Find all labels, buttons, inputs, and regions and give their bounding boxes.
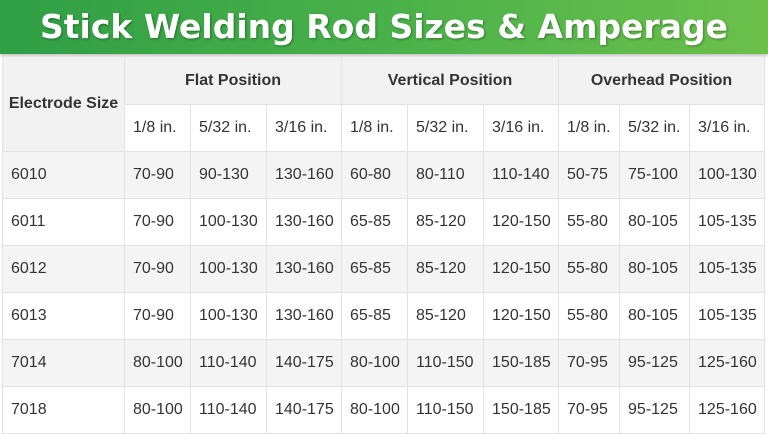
- amperage-cell: 80-100: [124, 386, 191, 434]
- amperage-cell: 105-135: [689, 292, 766, 340]
- size-header-vertical-5-32: 5/32 in.: [407, 104, 485, 152]
- amperage-cell: 150-185: [483, 339, 560, 387]
- electrode-cell: 6013: [2, 292, 125, 340]
- size-header-flat-5-32: 5/32 in.: [190, 104, 267, 152]
- amperage-cell: 125-160: [689, 386, 766, 434]
- table-row: 7018 80-100 110-140 140-175 80-100 110-1…: [2, 386, 766, 434]
- amperage-cell: 65-85: [341, 245, 409, 293]
- amperage-table: Electrode Size Flat Position Vertical Po…: [2, 56, 766, 434]
- amperage-cell: 70-95: [558, 339, 621, 387]
- amperage-cell: 65-85: [341, 292, 409, 340]
- overhead-position-header: Overhead Position: [558, 56, 766, 105]
- amperage-cell: 80-100: [341, 339, 409, 387]
- page-title: Stick Welding Rod Sizes & Amperage Chart: [39, 7, 729, 100]
- amperage-cell: 75-100: [619, 151, 691, 199]
- amperage-cell: 55-80: [558, 198, 621, 246]
- title-banner: [0, 0, 768, 54]
- amperage-cell: 110-150: [407, 386, 485, 434]
- size-header-overhead-3-16: 3/16 in.: [689, 104, 766, 152]
- electrode-cell: 6012: [2, 245, 125, 293]
- amperage-cell: 70-90: [124, 151, 191, 199]
- electrode-size-header: Electrode Size: [2, 56, 125, 152]
- amperage-cell: 125-160: [689, 339, 766, 387]
- amperage-cell: 80-105: [619, 245, 691, 293]
- electrode-cell: 6011: [2, 198, 125, 246]
- amperage-cell: 65-85: [341, 198, 409, 246]
- amperage-cell: 100-130: [190, 292, 267, 340]
- amperage-cell: 120-150: [483, 245, 560, 293]
- amperage-cell: 130-160: [265, 245, 343, 293]
- amperage-cell: 70-90: [124, 292, 191, 340]
- amperage-cell: 150-185: [483, 386, 560, 434]
- amperage-cell: 55-80: [558, 292, 621, 340]
- amperage-cell: 80-100: [341, 386, 409, 434]
- amperage-cell: 70-90: [124, 198, 191, 246]
- size-header-vertical-1-8: 1/8 in.: [341, 104, 409, 152]
- amperage-cell: 140-175: [265, 386, 343, 434]
- amperage-cell: 120-150: [483, 198, 560, 246]
- amperage-cell: 100-130: [190, 198, 267, 246]
- amperage-cell: 80-105: [619, 292, 691, 340]
- amperage-cell: 50-75: [558, 151, 621, 199]
- table-row: 7014 80-100 110-140 140-175 80-100 110-1…: [2, 339, 766, 387]
- amperage-cell: 80-100: [124, 339, 191, 387]
- size-header-overhead-1-8: 1/8 in.: [558, 104, 621, 152]
- vertical-position-header: Vertical Position: [341, 56, 560, 105]
- size-header-vertical-3-16: 3/16 in.: [483, 104, 560, 152]
- size-header-flat-3-16: 3/16 in.: [265, 104, 343, 152]
- electrode-cell: 6010: [2, 151, 125, 199]
- amperage-cell: 120-150: [483, 292, 560, 340]
- amperage-cell: 80-110: [407, 151, 485, 199]
- amperage-cell: 60-80: [341, 151, 409, 199]
- amperage-cell: 100-130: [190, 245, 267, 293]
- amperage-cell: 85-120: [407, 292, 485, 340]
- amperage-cell: 55-80: [558, 245, 621, 293]
- table-row: 6011 70-90 100-130 130-160 65-85 85-120 …: [2, 198, 766, 246]
- amperage-cell: 140-175: [265, 339, 343, 387]
- amperage-cell: 70-90: [124, 245, 191, 293]
- table-row: 6010 70-90 90-130 130-160 60-80 80-110 1…: [2, 151, 766, 199]
- amperage-cell: 130-160: [265, 151, 343, 199]
- amperage-cell: 110-150: [407, 339, 485, 387]
- amperage-cell: 95-125: [619, 386, 691, 434]
- size-header-overhead-5-32: 5/32 in.: [619, 104, 691, 152]
- amperage-cell: 110-140: [190, 339, 267, 387]
- amperage-cell: 105-135: [689, 198, 766, 246]
- amperage-cell: 105-135: [689, 245, 766, 293]
- amperage-cell: 130-160: [265, 198, 343, 246]
- amperage-cell: 110-140: [190, 386, 267, 434]
- amperage-cell: 110-140: [483, 151, 560, 199]
- amperage-cell: 95-125: [619, 339, 691, 387]
- amperage-cell: 80-105: [619, 198, 691, 246]
- amperage-cell: 100-130: [689, 151, 766, 199]
- amperage-cell: 85-120: [407, 198, 485, 246]
- electrode-cell: 7018: [2, 386, 125, 434]
- amperage-cell: 70-95: [558, 386, 621, 434]
- amperage-cell: 85-120: [407, 245, 485, 293]
- amperage-cell: 130-160: [265, 292, 343, 340]
- electrode-cell: 7014: [2, 339, 125, 387]
- flat-position-header: Flat Position: [123, 56, 343, 105]
- table-row: 6013 70-90 100-130 130-160 65-85 85-120 …: [2, 292, 766, 340]
- table-row: 6012 70-90 100-130 130-160 65-85 85-120 …: [2, 245, 766, 293]
- amperage-cell: 90-130: [190, 151, 267, 199]
- size-header-flat-1-8: 1/8 in.: [124, 104, 191, 152]
